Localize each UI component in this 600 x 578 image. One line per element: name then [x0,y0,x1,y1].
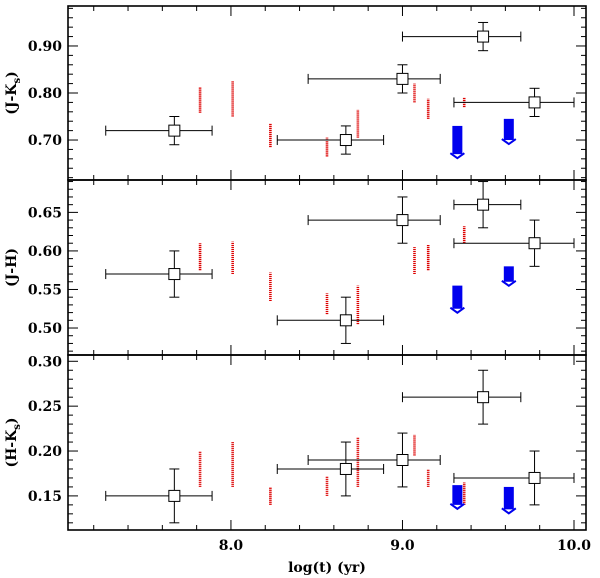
y-axis-label-end: ) [4,417,20,424]
y-tick-label: 0.80 [28,86,62,102]
y-tick-label: 0.90 [28,39,62,55]
observation-point [339,314,352,327]
y-tick-label: 0.20 [28,444,62,460]
observation-point [339,134,352,147]
y-axis-label-sub: s [12,78,23,84]
panel-jh: 0.50 0.55 0.60 0.65 (J-H) [4,179,587,356]
y-axis-label: (H-Ks) [4,417,23,467]
y-tick-label: 0.25 [28,399,62,415]
y-axis-label-sub: s [12,424,23,430]
y-tick-label: 0.60 [28,244,62,260]
x-tick-label: 10.0 [557,538,591,554]
model-blue-chevron [449,503,465,511]
model-blue-track [503,486,514,510]
y-tick-label: 0.65 [28,205,62,221]
observation-point [477,391,490,404]
y-axis-label-main: (J-H) [4,248,20,287]
observation-point [168,124,181,137]
observation-point [168,489,181,502]
model-blue-chevron [449,306,465,314]
observation-point [477,30,490,43]
model-blue-track [452,485,463,505]
model-blue-track [452,285,463,309]
y-axis-label-main: (J-K [4,83,20,115]
y-axis-label-end: ) [4,71,20,78]
y-tick-label: 0.15 [28,489,62,505]
x-axis-label: log(t) (yr) [288,560,366,576]
model-blue-chevron [501,507,517,515]
y-axis-label: (J-H) [4,248,20,287]
y-tick-label: 0.30 [28,354,62,370]
y-tick-label: 0.50 [28,321,62,337]
model-blue-track [503,118,514,141]
model-blue-chevron [501,138,517,146]
observation-point [396,454,409,466]
observation-point [396,214,409,227]
observation-point [168,268,181,281]
model-blue-chevron [501,279,517,287]
panel-jk: 0.70 0.80 0.90 (J-Ks) [4,5,587,181]
observation-point [339,462,352,475]
x-tick-label: 9.0 [390,538,415,554]
model-blue-track [452,125,463,155]
observation-point [396,72,409,85]
y-tick-label: 0.70 [28,133,62,149]
model-blue-track [503,266,514,282]
x-tick-label: 8.0 [219,538,244,554]
observation-point [477,198,490,211]
y-tick-label: 0.55 [28,282,62,298]
observation-point [528,237,541,250]
y-axis-label: (J-Ks) [4,71,23,115]
y-axis-label-main: (H-K [4,429,20,468]
panel-hk: 0.15 0.20 0.25 0.30 (H-Ks) [4,354,587,531]
observation-point [528,471,541,484]
observation-point [528,96,541,109]
model-blue-chevron [449,152,465,160]
